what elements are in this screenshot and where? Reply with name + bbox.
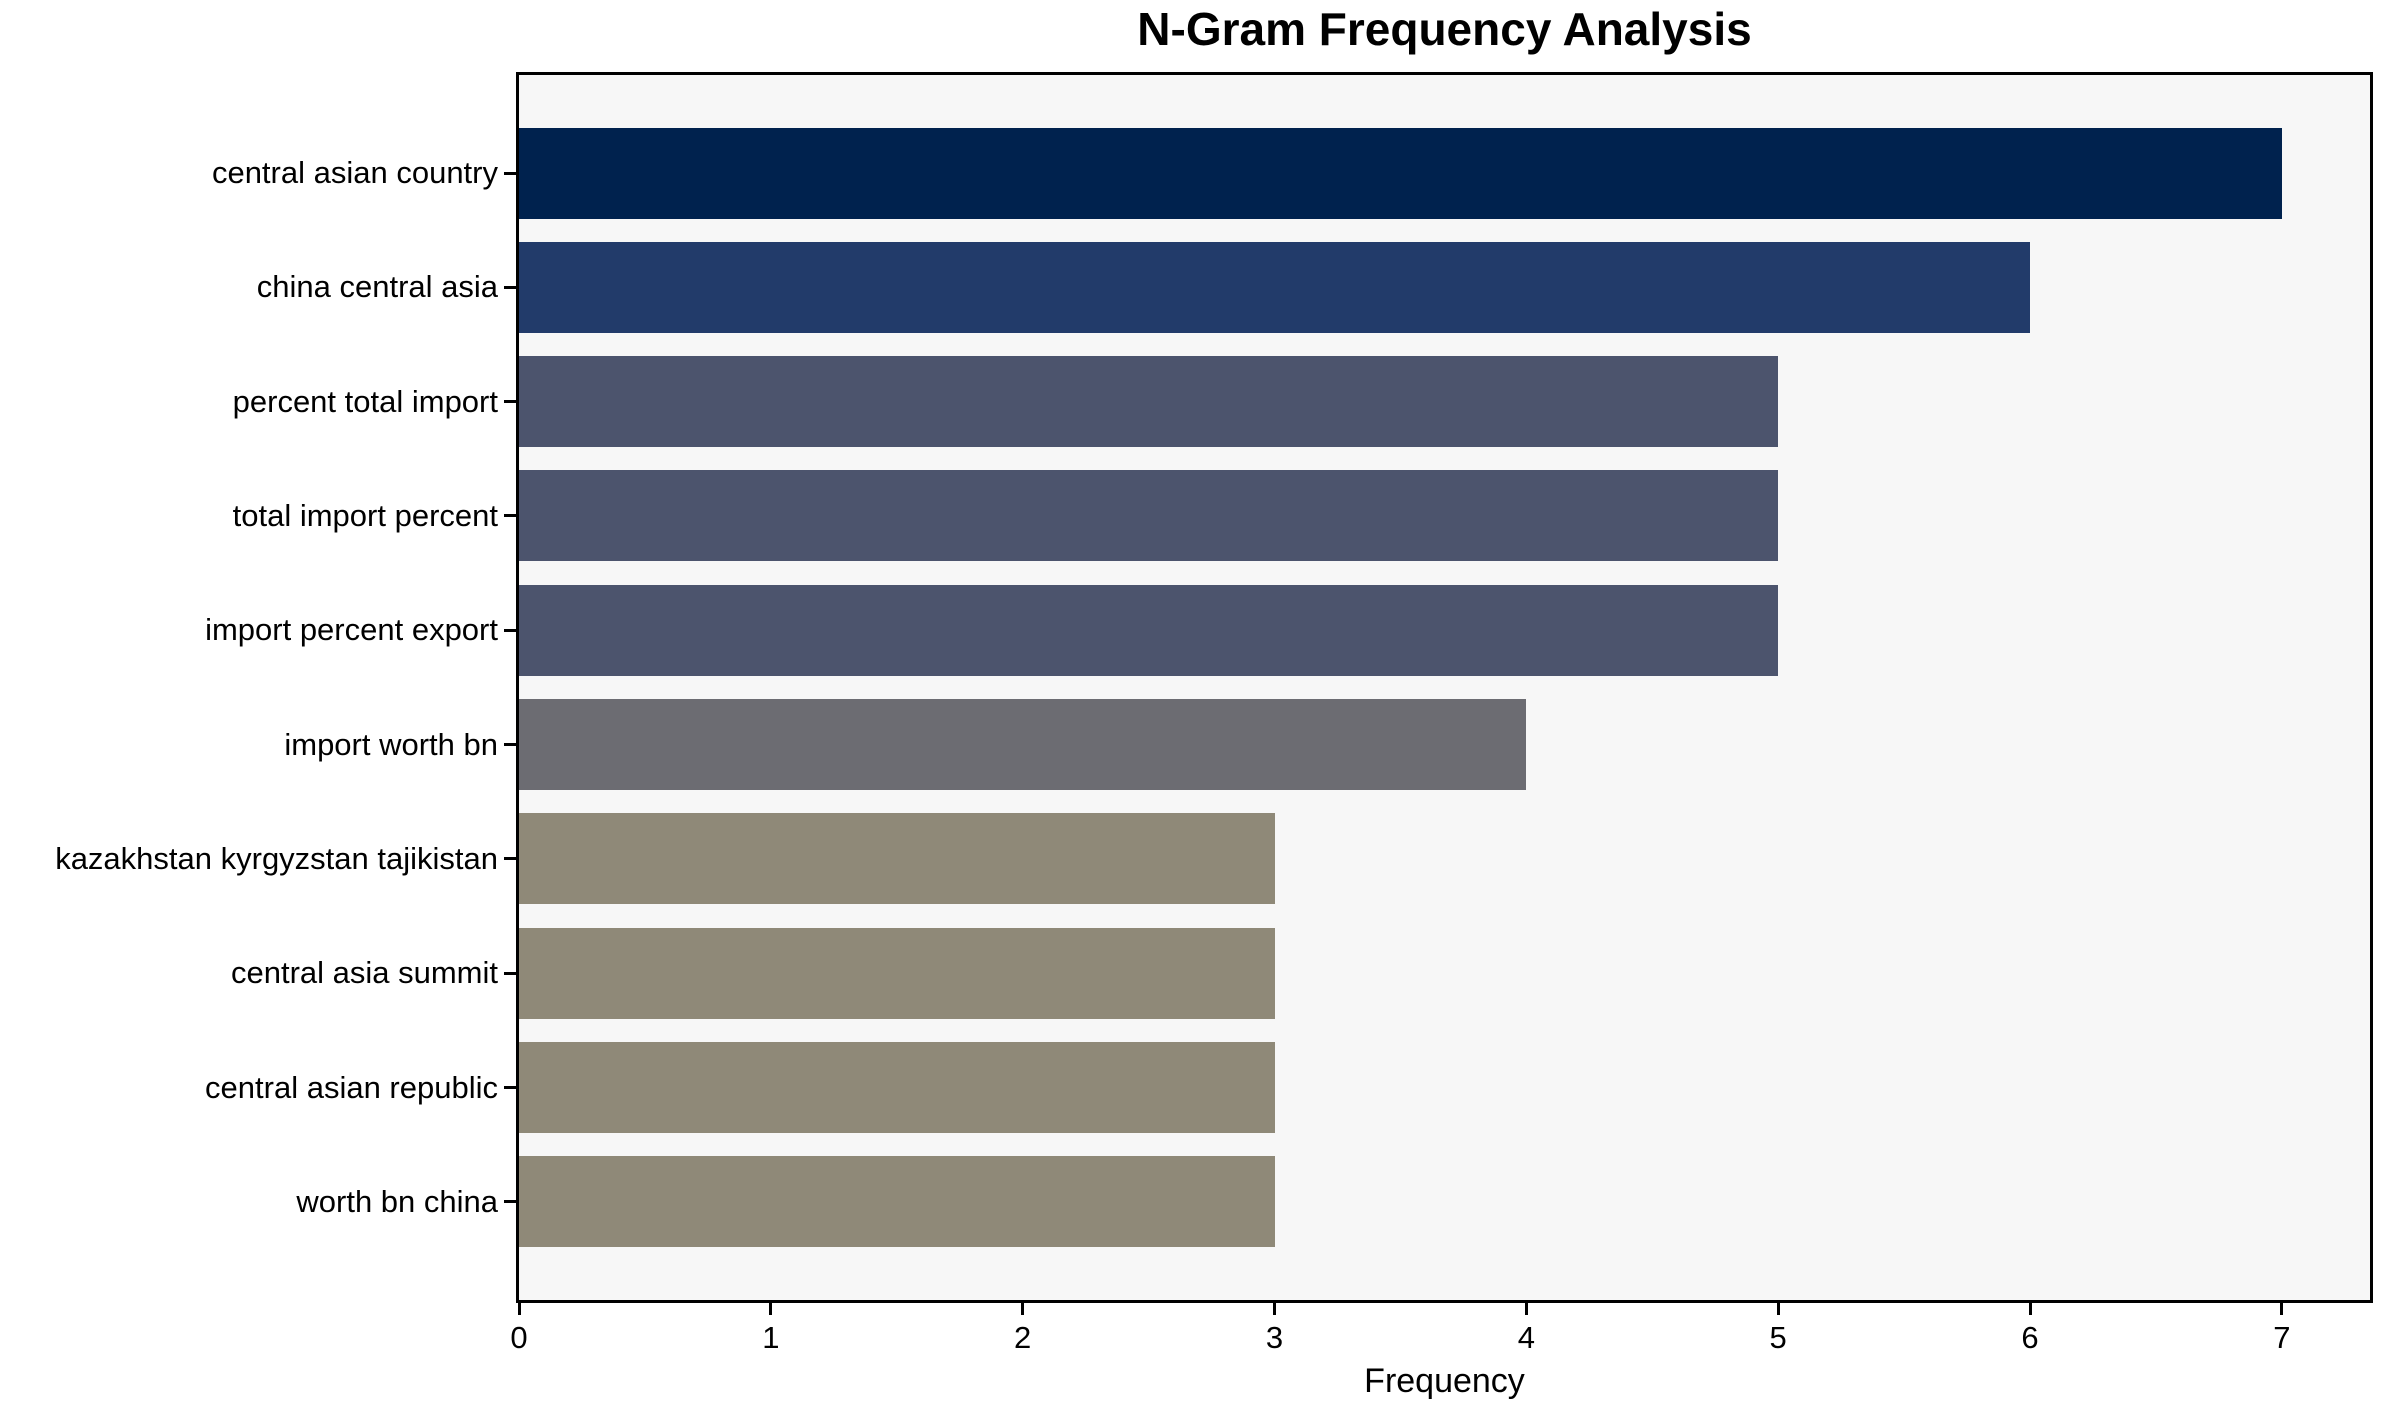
bar	[519, 584, 1779, 676]
y-tick-mark	[504, 857, 516, 861]
x-tick-mark	[1524, 1303, 1528, 1315]
x-tick-label: 7	[2273, 1320, 2291, 1355]
x-tick-mark	[1776, 1303, 1780, 1315]
x-tick-mark	[1273, 1303, 1276, 1315]
bar	[519, 813, 1275, 905]
y-tick-label: total import percent	[232, 497, 498, 533]
bar	[519, 241, 2031, 333]
chart-title: N-Gram Frequency Analysis	[1137, 3, 1752, 55]
y-tick-label: kazakhstan kyrgyzstan tajikistan	[55, 840, 498, 876]
x-tick-mark	[517, 1303, 521, 1315]
bar	[519, 356, 1779, 448]
y-tick-label: import percent export	[205, 612, 498, 648]
x-tick-label: 6	[2021, 1320, 2039, 1355]
x-tick-label: 2	[1014, 1320, 1032, 1355]
y-tick-label: china central asia	[256, 269, 498, 305]
y-tick-mark	[504, 971, 516, 975]
y-tick-label: import worth bn	[284, 726, 498, 762]
x-tick-mark	[1021, 1303, 1025, 1315]
x-tick-label: 0	[510, 1320, 528, 1355]
x-tick-label: 5	[1769, 1320, 1787, 1355]
bar	[519, 927, 1275, 1019]
y-tick-mark	[504, 1086, 516, 1090]
y-tick-mark	[504, 171, 516, 175]
x-tick-label: 4	[1517, 1320, 1535, 1355]
y-tick-mark	[504, 743, 516, 747]
y-tick-mark	[504, 400, 516, 404]
x-tick-mark	[2280, 1303, 2284, 1315]
x-tick-label: 3	[1265, 1320, 1284, 1355]
bar	[519, 127, 2282, 219]
x-tick-mark	[769, 1303, 773, 1315]
y-tick-mark	[504, 285, 516, 289]
y-tick-mark	[504, 514, 516, 518]
x-tick-label: 1	[762, 1320, 780, 1355]
y-tick-label: central asia summit	[230, 955, 498, 991]
bar	[519, 699, 1527, 791]
bar	[519, 1042, 1275, 1134]
y-tick-label: central asian country	[211, 155, 498, 190]
bar	[519, 470, 1779, 562]
bar	[519, 1156, 1275, 1248]
y-tick-mark	[504, 1200, 516, 1204]
x-tick-mark	[2028, 1303, 2032, 1315]
y-tick-label: central asian republic	[205, 1069, 498, 1105]
plot-area	[516, 72, 2373, 1303]
y-tick-label: worth bn china	[296, 1183, 498, 1219]
y-tick-mark	[504, 628, 516, 632]
y-tick-label: percent total import	[232, 383, 498, 419]
x-axis-label: Frequency	[1364, 1362, 1525, 1400]
